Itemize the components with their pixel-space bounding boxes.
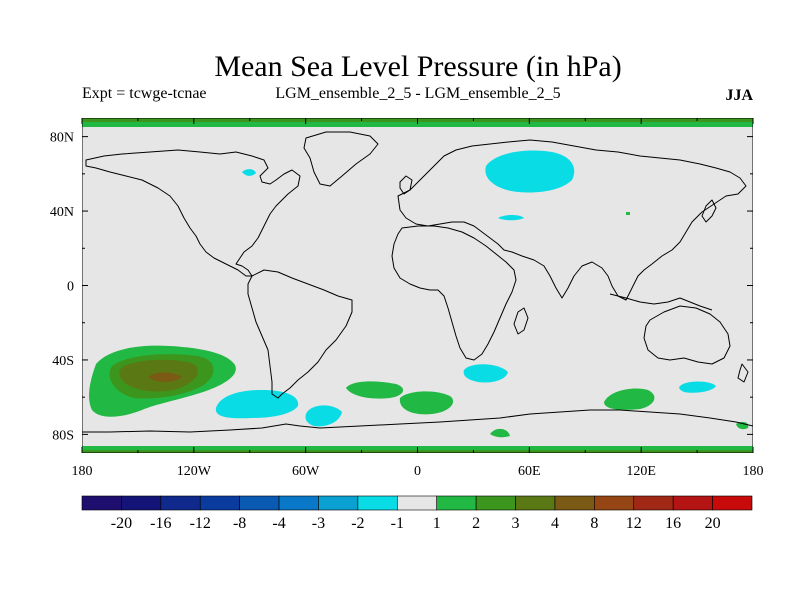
colorbar-label-15: 20: [705, 515, 721, 532]
colorbar-label-4: -4: [272, 515, 285, 532]
colorbar-label-13: 12: [626, 515, 642, 532]
contour-drake-neg1: [305, 405, 342, 427]
colorbar: -20 -16 -12 -8 -4 -3 -2 -1 1 2 3 4 8 12 16 20: [81, 495, 753, 532]
contour-weddell-pos1: [490, 428, 510, 438]
x-tick-label-4: 60E: [518, 464, 541, 479]
contour-south-indian-pos1: [399, 391, 454, 415]
coastline-indonesia: [609, 293, 713, 311]
x-tick-label-6: 180: [743, 464, 764, 479]
colorbar-label-8: 1: [433, 515, 441, 532]
colorbar-label-10: 3: [512, 515, 520, 532]
y-tick-label-2: 0: [67, 280, 74, 295]
x-tick-label-1: 120W: [177, 464, 212, 479]
contour-caspian-neg1: [498, 215, 524, 221]
colorbar-label-12: 8: [590, 515, 598, 532]
colorbar-swatch-0: [81, 495, 122, 511]
map-title: Mean Sea Level Pressure (in hPa): [214, 50, 621, 83]
y-tick-label-4: 80S: [52, 428, 74, 443]
y-tick-label-1: 40N: [50, 205, 74, 220]
contour-central-asia-pos1: [626, 212, 630, 215]
colorbar-label-0: -20: [111, 515, 132, 532]
contour-south-africa-neg1: [463, 364, 508, 383]
coastline-antarctica: [82, 409, 753, 433]
colorbar-label-5: -3: [312, 515, 325, 532]
y-tick-label-3: 40S: [52, 354, 74, 369]
colorbar-swatch-5: [278, 495, 319, 511]
colorbar-label-3: -8: [233, 515, 246, 532]
coastlines: [82, 131, 753, 433]
colorbar-swatch-4: [239, 495, 280, 511]
colorbar-label-7: -1: [391, 515, 404, 532]
coastline-uk: [399, 175, 413, 195]
contour-siberia-neg1: [485, 150, 575, 193]
contour-south-pacific-pos4: [148, 372, 182, 382]
colorbar-swatch-13: [594, 495, 635, 511]
colorbar-swatch-7: [357, 495, 398, 511]
season-label: JJA: [725, 87, 753, 104]
colorbar-label-2: -12: [190, 515, 211, 532]
coastline-africa: [391, 225, 517, 361]
coastline-australia: [643, 305, 731, 365]
colorbar-swatch-14: [633, 495, 674, 511]
coastline-new-zealand: [737, 363, 749, 383]
coastline-south-america: [247, 269, 353, 399]
contour-south-australia-neg1: [679, 381, 716, 393]
map-axes: 180 120W 60W 0 60E 120E 180 80N 40N 0 40S 80S: [50, 118, 764, 479]
colorbar-swatch-15: [672, 495, 713, 511]
comparison-label: LGM_ensemble_2_5 - LGM_ensemble_2_5: [275, 85, 560, 102]
colorbar-label-1: -16: [150, 515, 171, 532]
colorbar-swatch-1: [121, 495, 162, 511]
x-tick-label-5: 120E: [626, 464, 656, 479]
y-tick-label-0: 80N: [50, 131, 74, 146]
colorbar-swatch-12: [554, 495, 595, 511]
x-tick-label-3: 0: [414, 464, 421, 479]
colorbar-label-14: 16: [665, 515, 681, 532]
colorbar-swatch-8: [396, 495, 438, 511]
coastline-greenland: [303, 131, 379, 187]
x-tick-label-0: 180: [72, 464, 93, 479]
colorbar-swatch-6: [318, 495, 359, 511]
coastline-north-america: [85, 149, 301, 277]
contour-south-atlantic-pos1: [346, 381, 404, 399]
experiment-label: Expt = tcwge-tcnae: [82, 85, 207, 102]
colorbar-swatch-10: [475, 495, 516, 511]
colorbar-label-6: -2: [351, 515, 364, 532]
colorbar-swatch-9: [436, 495, 477, 511]
coastline-japan: [701, 199, 717, 223]
colorbar-label-11: 4: [551, 515, 559, 532]
contour-hudson-neg1: [242, 169, 256, 176]
colorbar-swatch-2: [160, 495, 201, 511]
map-panel: [82, 118, 753, 453]
coastline-madagascar: [513, 307, 529, 335]
colorbar-swatch-11: [515, 495, 556, 511]
contour-south-america-neg1: [215, 390, 299, 419]
x-tick-label-2: 60W: [292, 464, 320, 479]
coastline-europe-asia: [397, 139, 747, 301]
contour-south-indian-east-pos1: [604, 388, 655, 410]
colorbar-swatch-16: [712, 495, 753, 511]
colorbar-label-9: 2: [472, 515, 480, 532]
colorbar-swatch-3: [199, 495, 240, 511]
